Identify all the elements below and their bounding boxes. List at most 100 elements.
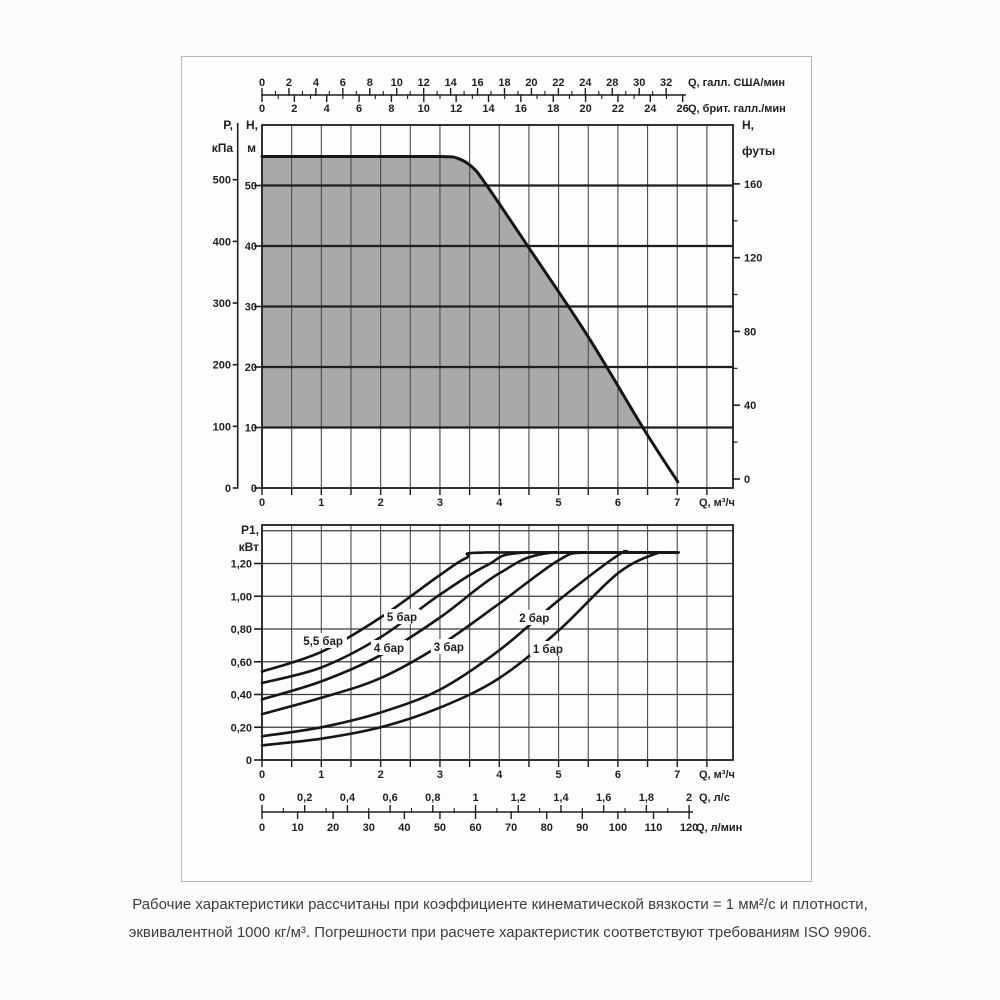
operating-area-fill [262,156,643,428]
us-gpm-axis-unit-label: Q, галл. США/мин [688,77,785,89]
tick-label: 0 [259,103,265,115]
tick-label: 3 [437,497,443,509]
tick-label: 0,20 [231,722,252,734]
footnote-line-2: эквивалентной 1000 кг/м³. Погрешности пр… [128,924,872,941]
head-x-axis-unit-label: Q, м³/ч [699,497,735,509]
tick-label: 6 [340,77,346,89]
head-y-m-title: H, [246,118,258,132]
tick-label: 24 [644,103,657,115]
power-curve-4-бар [260,551,680,701]
tick-label: 40 [744,400,756,412]
tick-label: 6 [356,103,362,115]
curve-label-bg [529,640,566,656]
tick-label: 0,4 [340,792,356,804]
power-series-labels: 5,5 бар 5 бар 4 бар 3 бар 2 бар 1 бар [299,609,566,656]
lmin-axis-unit-label: Q, л/мин [696,822,742,834]
head-y-m-title: м [247,141,256,155]
tick-label: 32 [660,77,672,89]
head-y-axis-m: 0 10 20 30 40 50 H, м [245,118,262,495]
tick-label: 2 [378,497,384,509]
tick-label: 7 [674,769,680,781]
power-y-axis: 0 0,20 0,40 0,60 0,80 1,00 1,20 P1, кВт [231,523,262,767]
tick-label: 14 [444,77,457,89]
curve-label-bg [299,632,347,648]
tick-label: 300 [213,298,231,310]
curve-label: 4 бар [374,643,404,655]
tick-label: 12 [418,77,430,89]
curve-label: 5 бар [387,612,417,624]
tick-label: 70 [505,822,517,834]
pump-head-curve [260,155,680,484]
power-y-title: кВт [239,540,260,554]
tick-label: 0 [259,822,265,834]
tick-label: 120 [744,253,762,265]
tick-label: 50 [434,822,446,834]
tick-label: 0,6 [382,792,397,804]
tick-label: 160 [744,179,762,191]
curve-label: 5,5 бар [303,636,343,648]
power-curve-2-бар [260,549,680,738]
head-y-kpa-title: P, [223,118,233,132]
ls-axis-unit-label: Q, л/с [699,792,730,804]
tick-label: 2 [286,77,292,89]
tick-label: 0,40 [231,690,252,702]
power-x-axis-m3h: 0 1 2 3 4 5 6 7 Q, м³/ч [259,760,735,781]
uk-gpm-axis-unit-label: Q, брит. галл./мин [688,103,786,115]
power-plot-frame [261,524,734,761]
tick-label: 40 [398,822,410,834]
tick-label: 10 [245,423,257,435]
tick-label: 18 [498,77,510,89]
tick-label: 2 [291,103,297,115]
tick-label: 20 [579,103,591,115]
tick-label: 1,4 [553,792,569,804]
head-grid [262,125,733,488]
power-series [260,549,680,747]
tick-label: 0,60 [231,657,252,669]
tick-label: 0 [744,474,750,486]
tick-label: 3 [437,769,443,781]
tick-label: 80 [744,326,756,338]
tick-label: 4 [496,769,503,781]
power-grid [262,525,733,760]
power-x-axis-ls-lmin: 0 0,2 0,4 0,6 0,8 1 1,2 1,4 1,6 1,8 20 10 20 30 40 50 60… [259,792,742,834]
operating-area [262,156,643,428]
tick-label: 30 [245,302,257,314]
tick-label: 5 [556,769,562,781]
tick-label: 80 [541,822,553,834]
tick-label: 20 [525,77,537,89]
tick-label: 2 [686,792,692,804]
tick-label: 8 [388,103,394,115]
tick-label: 1,00 [231,591,252,603]
head-y-kpa-title: кПа [212,141,234,155]
tick-label: 12 [450,103,462,115]
power-x-axis-unit-label: Q, м³/ч [699,769,735,781]
head-chart: 0 1 2 3 4 5 6 7 Q, м³/ч01020304050H,м01002003004… [212,77,786,509]
tick-label: 5 [556,497,562,509]
tick-label: 0 [225,483,231,495]
tick-label: 20 [245,362,257,374]
tick-label: 30 [363,822,375,834]
tick-label: 28 [606,77,618,89]
tick-label: 0,8 [425,792,440,804]
tick-label: 100 [609,822,627,834]
tick-label: 30 [633,77,645,89]
tick-label: 120 [680,822,698,834]
tick-label: 7 [674,497,680,509]
tick-label: 4 [313,77,320,89]
tick-label: 0 [251,483,257,495]
footnote: Рабочие характеристики рассчитаны при ко… [0,891,1000,947]
tick-label: 100 [213,421,231,433]
head-y-ft-title: футы [742,144,775,158]
tick-label: 400 [213,236,231,248]
tick-label: 1 [472,792,478,804]
tick-label: 0 [259,77,265,89]
head-curve [260,155,680,484]
curve-label: 1 бар [533,644,563,656]
tick-label: 2 [378,769,384,781]
tick-label: 200 [213,360,231,372]
tick-label: 0 [246,755,252,767]
tick-label: 40 [245,241,257,253]
